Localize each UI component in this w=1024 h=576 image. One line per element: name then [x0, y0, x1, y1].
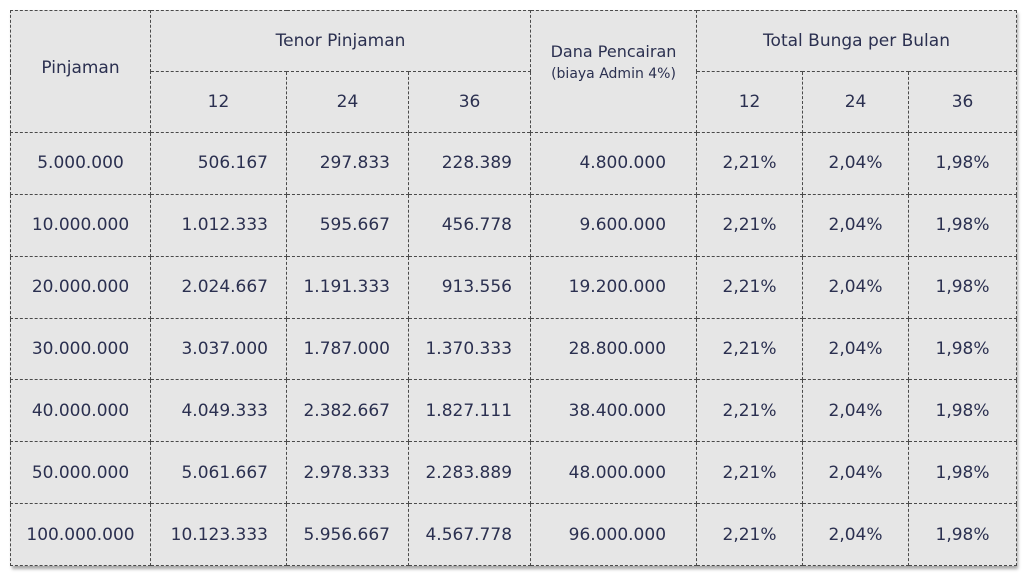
cell-bunga-12: 2,21% [696, 503, 804, 566]
cell-tenor-24: 5.956.667 [286, 503, 409, 566]
cell-bunga-12: 2,21% [696, 193, 804, 257]
cell-bunga-24: 2,04% [802, 503, 910, 566]
header-tenor-36: 36 [407, 71, 532, 133]
header-bunga-24: 24 [802, 71, 910, 133]
header-pinjaman: Pinjaman [10, 10, 151, 133]
table-row: 50.000.000 5.061.667 2.978.333 2.283.889… [10, 441, 1018, 505]
cell-dana-pencairan: 48.000.000 [530, 441, 698, 505]
cell-bunga-24: 2,04% [802, 379, 910, 443]
cell-tenor-24: 2.382.667 [286, 379, 409, 443]
cell-bunga-36: 1,98% [908, 503, 1018, 566]
cell-tenor-36: 4.567.778 [407, 503, 532, 566]
table-row: 5.000.000 506.167 297.833 228.389 4.800.… [10, 132, 1018, 195]
cell-pinjaman: 40.000.000 [10, 379, 151, 443]
cell-bunga-24: 2,04% [802, 193, 910, 257]
header-row-top: Pinjaman Tenor Pinjaman Dana Pencairan (… [10, 10, 1018, 133]
cell-tenor-12: 5.061.667 [150, 441, 287, 505]
cell-bunga-36: 1,98% [908, 132, 1018, 195]
cell-tenor-12: 4.049.333 [150, 379, 287, 443]
cell-bunga-36: 1,98% [908, 379, 1018, 443]
cell-bunga-24: 2,04% [802, 132, 910, 195]
cell-tenor-36: 456.778 [407, 193, 532, 257]
loan-installment-table: Pinjaman Tenor Pinjaman Dana Pencairan (… [10, 10, 1018, 566]
cell-bunga-24: 2,04% [802, 441, 910, 505]
cell-pinjaman: 100.000.000 [10, 503, 151, 566]
cell-tenor-12: 2.024.667 [150, 255, 287, 319]
header-total-bunga: Total Bunga per Bulan [696, 10, 1018, 72]
cell-dana-pencairan: 9.600.000 [530, 193, 698, 257]
table-row: 30.000.000 3.037.000 1.787.000 1.370.333… [10, 317, 1018, 381]
cell-pinjaman: 5.000.000 [10, 132, 151, 195]
header-tenor-pinjaman: Tenor Pinjaman [149, 10, 532, 72]
cell-tenor-12: 1.012.333 [150, 193, 287, 257]
cell-pinjaman: 10.000.000 [10, 193, 151, 257]
header-dana-title: Dana Pencairan [550, 41, 677, 61]
cell-bunga-36: 1,98% [908, 441, 1018, 505]
cell-tenor-36: 228.389 [407, 132, 532, 195]
header-tenor-12: 12 [150, 71, 287, 133]
cell-tenor-24: 1.191.333 [286, 255, 409, 319]
cell-tenor-36: 1.370.333 [407, 317, 532, 381]
cell-dana-pencairan: 19.200.000 [530, 255, 698, 319]
cell-pinjaman: 20.000.000 [10, 255, 151, 319]
table-row: 100.000.000 10.123.333 5.956.667 4.567.7… [10, 503, 1018, 566]
cell-dana-pencairan: 28.800.000 [530, 317, 698, 381]
cell-dana-pencairan: 96.000.000 [530, 503, 698, 566]
table-row: 40.000.000 4.049.333 2.382.667 1.827.111… [10, 379, 1018, 443]
cell-tenor-36: 2.283.889 [407, 441, 532, 505]
table-row: 20.000.000 2.024.667 1.191.333 913.556 1… [10, 255, 1018, 319]
cell-tenor-12: 10.123.333 [150, 503, 287, 566]
cell-bunga-12: 2,21% [696, 441, 804, 505]
cell-tenor-36: 913.556 [407, 255, 532, 319]
cell-bunga-36: 1,98% [908, 193, 1018, 257]
loan-table-container: Pinjaman Tenor Pinjaman Dana Pencairan (… [10, 10, 1018, 566]
header-row-sub: 12 24 36 12 24 36 [11, 71, 1018, 133]
cell-bunga-12: 2,21% [696, 132, 804, 195]
cell-tenor-12: 3.037.000 [150, 317, 287, 381]
header-dana-pencairan: Dana Pencairan (biaya Admin 4%) [530, 10, 698, 133]
cell-bunga-12: 2,21% [696, 255, 804, 319]
cell-tenor-24: 1.787.000 [286, 317, 409, 381]
table-row: 10.000.000 1.012.333 595.667 456.778 9.6… [10, 193, 1018, 257]
cell-bunga-12: 2,21% [696, 317, 804, 381]
cell-bunga-24: 2,04% [802, 317, 910, 381]
cell-dana-pencairan: 38.400.000 [530, 379, 698, 443]
header-bunga-12: 12 [696, 71, 804, 133]
header-tenor-24: 24 [286, 71, 409, 133]
cell-bunga-12: 2,21% [696, 379, 804, 443]
cell-bunga-36: 1,98% [908, 317, 1018, 381]
header-dana-subtitle: (biaya Admin 4%) [551, 65, 676, 82]
cell-tenor-24: 595.667 [286, 193, 409, 257]
header-bunga-36: 36 [908, 71, 1018, 133]
cell-tenor-24: 297.833 [286, 132, 409, 195]
cell-tenor-36: 1.827.111 [407, 379, 532, 443]
cell-pinjaman: 50.000.000 [10, 441, 151, 505]
cell-bunga-36: 1,98% [908, 255, 1018, 319]
cell-tenor-24: 2.978.333 [286, 441, 409, 505]
cell-tenor-12: 506.167 [150, 132, 287, 195]
cell-pinjaman: 30.000.000 [10, 317, 151, 381]
cell-dana-pencairan: 4.800.000 [530, 132, 698, 195]
cell-bunga-24: 2,04% [802, 255, 910, 319]
